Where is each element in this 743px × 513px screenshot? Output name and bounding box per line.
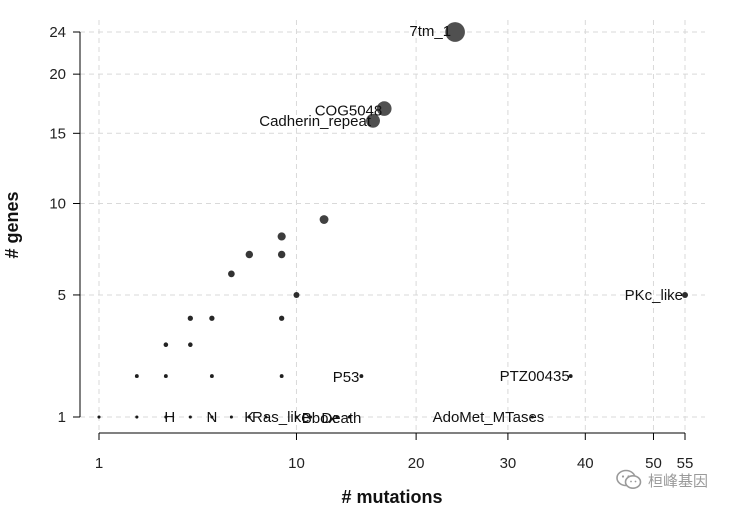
y-tick-label-2: 10 xyxy=(49,195,66,212)
data-point-27 xyxy=(279,374,284,379)
data-points xyxy=(97,22,688,419)
watermark: 桓峰基因 xyxy=(616,466,734,494)
x-tick-label-6: 55 xyxy=(677,455,694,472)
data-point-32 xyxy=(264,415,268,419)
point-label-0: 7tm_1 xyxy=(409,23,451,40)
data-point-31 xyxy=(229,415,233,419)
data-point-16 xyxy=(245,250,254,259)
x-tick-label-1: 10 xyxy=(288,455,305,472)
data-point-29 xyxy=(135,415,139,419)
y-tick-label-4: 20 xyxy=(49,66,66,83)
data-point-15 xyxy=(277,250,286,259)
data-point-13 xyxy=(319,215,329,224)
data-point-28 xyxy=(97,415,101,419)
point-label-5: P53 xyxy=(333,369,360,386)
point-label-4: PTZ00435 xyxy=(500,368,570,385)
data-point-7 xyxy=(335,415,339,419)
point-label-3: PKc_like xyxy=(625,287,683,304)
data-point-24 xyxy=(134,374,139,379)
point-label-10: K xyxy=(244,409,254,426)
watermark-text: 桓峰基因 xyxy=(648,471,709,490)
data-point-2 xyxy=(366,113,380,128)
data-point-19 xyxy=(209,315,215,321)
x-axis-title: # mutations xyxy=(341,487,442,507)
x-tick-label-0: 1 xyxy=(95,455,103,472)
point-label-7: Bbox xyxy=(302,410,337,427)
x-tick-label-3: 30 xyxy=(500,455,517,472)
y-tick-label-1: 5 xyxy=(58,287,66,304)
data-point-11 xyxy=(210,415,214,419)
wechat-icon xyxy=(616,469,642,489)
point-label-1: COG5048 xyxy=(315,103,383,120)
data-point-14 xyxy=(277,232,286,241)
data-point-1 xyxy=(376,101,392,116)
x-tick-label-2: 20 xyxy=(408,455,425,472)
data-point-22 xyxy=(188,342,193,347)
data-point-18 xyxy=(293,291,300,298)
data-point-17 xyxy=(228,270,235,278)
grid-lines xyxy=(80,20,705,430)
data-point-25 xyxy=(163,374,168,379)
data-point-8 xyxy=(530,415,534,419)
data-point-12 xyxy=(164,415,168,419)
x-tick-label-5: 50 xyxy=(645,455,662,472)
data-point-4 xyxy=(568,374,573,379)
x-tick-label-4: 40 xyxy=(577,455,594,472)
data-point-5 xyxy=(359,374,364,379)
point-label-2: Cadherin_repeat xyxy=(259,113,372,130)
x-axis-ticks: 1 10 20 30 40 50 55 xyxy=(95,433,694,472)
data-point-21 xyxy=(279,315,285,321)
data-point-20 xyxy=(187,315,193,321)
data-point-0 xyxy=(445,22,465,42)
data-point-30 xyxy=(188,415,192,419)
data-point-9 xyxy=(309,415,313,419)
axes xyxy=(79,32,685,434)
data-point-26 xyxy=(209,374,214,379)
y-tick-label-0: 1 xyxy=(58,409,66,426)
data-point-3 xyxy=(682,291,688,298)
data-point-23 xyxy=(163,342,169,347)
data-point-10 xyxy=(247,415,251,419)
point-label-8: AdoMet_MTases xyxy=(433,409,545,426)
point-label-9: Ras_like xyxy=(252,409,310,426)
point-label-6: Death xyxy=(321,410,361,427)
point-label-12: H xyxy=(164,409,175,426)
data-point-33 xyxy=(294,415,299,419)
y-tick-label-5: 24 xyxy=(49,24,66,41)
y-axis-title: # genes xyxy=(2,191,22,258)
y-tick-label-3: 15 xyxy=(49,125,66,142)
data-point-6 xyxy=(347,415,351,419)
point-label-11: N xyxy=(206,409,217,426)
